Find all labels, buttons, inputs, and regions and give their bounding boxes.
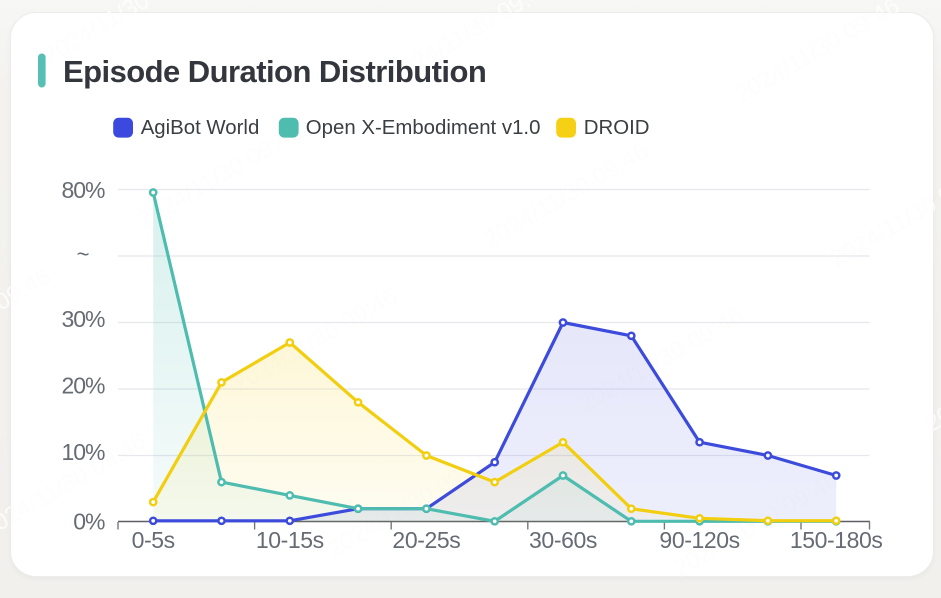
- svg-text:0-5s: 0-5s: [132, 527, 175, 553]
- svg-text:20%: 20%: [61, 373, 105, 399]
- svg-text:~: ~: [77, 242, 90, 267]
- svg-text:AgiBot World: AgiBot World: [141, 117, 260, 139]
- svg-text:90-120s: 90-120s: [659, 527, 739, 553]
- svg-text:20-25s: 20-25s: [392, 527, 460, 553]
- svg-text:10%: 10%: [61, 439, 105, 465]
- svg-text:30-60s: 30-60s: [529, 527, 597, 553]
- svg-text:0%: 0%: [73, 509, 105, 535]
- svg-text:DROID: DROID: [584, 117, 650, 139]
- svg-text:Open X-Embodiment v1.0: Open X-Embodiment v1.0: [306, 117, 541, 139]
- svg-text:150-180s: 150-180s: [790, 527, 883, 553]
- svg-text:10-15s: 10-15s: [256, 527, 324, 553]
- svg-text:80%: 80%: [61, 177, 105, 203]
- svg-text:Episode Duration Distribution: Episode Duration Distribution: [63, 54, 486, 89]
- svg-text:30%: 30%: [61, 306, 105, 332]
